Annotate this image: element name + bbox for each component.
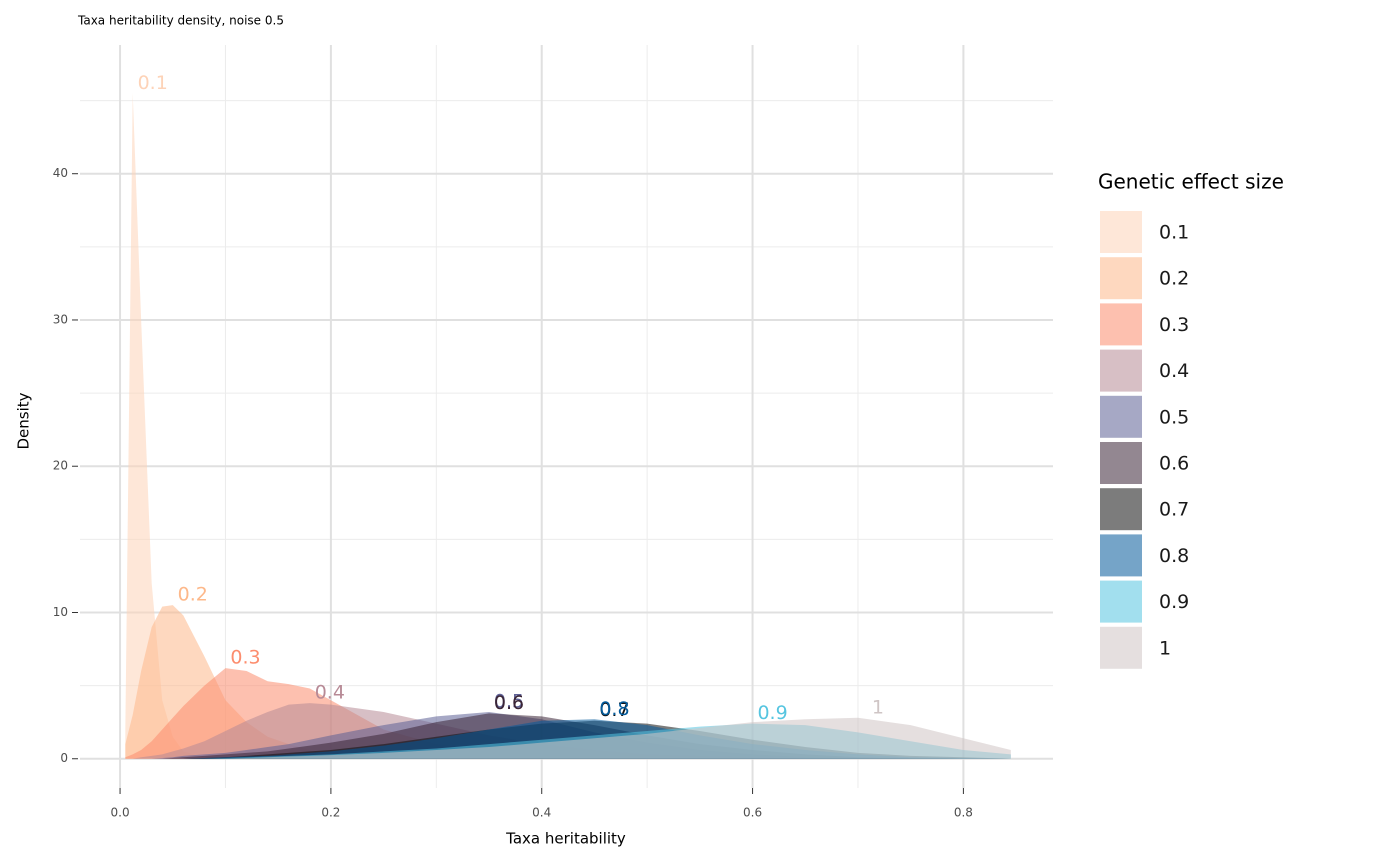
legend-swatch <box>1100 257 1142 300</box>
x-tick-label: 0.6 <box>743 806 762 820</box>
legend-swatch <box>1100 626 1142 669</box>
density-area <box>125 717 1011 759</box>
legend-label: 0.5 <box>1159 406 1189 428</box>
x-axis-label: Taxa heritability <box>505 830 626 848</box>
y-tick-label: 0 <box>60 751 68 765</box>
curve-label: 0.1 <box>138 72 168 94</box>
y-tick-label: 30 <box>53 312 68 326</box>
legend-swatch <box>1100 303 1142 346</box>
x-tick-label: 0.2 <box>321 806 340 820</box>
legend-swatch <box>1100 349 1142 392</box>
curve-label: 0.4 <box>315 682 345 704</box>
legend-label: 0.7 <box>1159 499 1189 521</box>
legend-label: 0.4 <box>1159 360 1189 382</box>
y-axis-label: Density <box>15 392 33 449</box>
legend-label: 0.1 <box>1159 222 1189 244</box>
curve-label: 0.8 <box>599 698 629 720</box>
legend-swatch <box>1100 488 1142 531</box>
legend-swatch <box>1100 534 1142 577</box>
legend-swatch <box>1100 395 1142 438</box>
legend-swatch <box>1100 211 1142 253</box>
x-tick-label: 0.8 <box>954 806 973 820</box>
curve-label: 0.5 <box>494 690 524 712</box>
grid <box>80 45 1053 788</box>
curve-label: 0.9 <box>757 702 787 724</box>
y-tick-label: 10 <box>53 605 68 619</box>
curve-label: 1 <box>872 696 884 718</box>
curve-label: 0.3 <box>230 647 260 669</box>
y-tick-label: 40 <box>53 166 68 180</box>
legend-label: 0.8 <box>1159 545 1189 567</box>
curve-label: 0.6 <box>494 692 524 714</box>
labels: 0.1 0.2 0.3 0.4 0.50.6 0.70.8 0.9 1 <box>138 72 884 724</box>
y-tick-label: 20 <box>53 459 68 473</box>
curve-label: 0.2 <box>178 584 208 606</box>
legend-label: 0.3 <box>1159 314 1189 336</box>
areas <box>125 93 1011 759</box>
x-tick-label: 0.0 <box>111 806 130 820</box>
x-tick-label: 0.4 <box>532 806 551 820</box>
chart-title: Taxa heritability density, noise 0.5 <box>77 14 284 28</box>
legend-label: 0.2 <box>1159 268 1189 290</box>
legend-swatch <box>1100 442 1142 484</box>
curve-label: 0.7 <box>599 699 629 721</box>
legend-title: Genetic effect size <box>1098 170 1284 194</box>
legend-label: 1 <box>1159 637 1171 659</box>
legend-swatch <box>1100 580 1142 623</box>
legend-label: 0.6 <box>1159 453 1189 475</box>
legend-label: 0.9 <box>1159 591 1189 613</box>
